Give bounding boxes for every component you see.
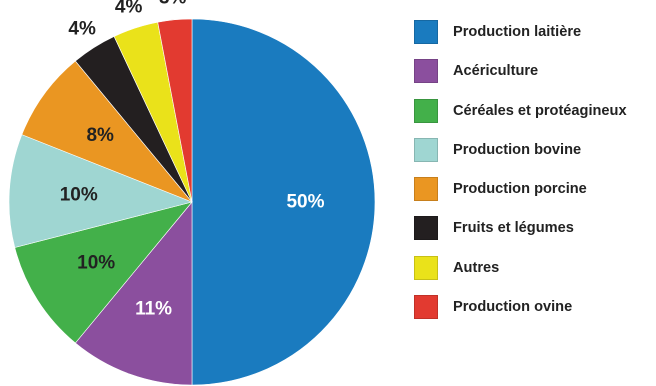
legend-label: Production laitière bbox=[453, 24, 582, 40]
legend-item-production-laitiere: Production laitière bbox=[414, 20, 654, 59]
slice-label: 3% bbox=[159, 0, 187, 8]
slice-label: 10% bbox=[60, 184, 98, 205]
legend-swatch bbox=[414, 216, 438, 241]
legend-label: Autres bbox=[453, 259, 500, 276]
legend-swatch bbox=[414, 59, 438, 84]
legend-label: Production bovine bbox=[453, 141, 582, 158]
legend-label: Production porcine bbox=[453, 181, 587, 198]
pie-slice bbox=[21, 60, 193, 203]
legend-label: Acériculture bbox=[453, 63, 539, 80]
slice-label: 10% bbox=[77, 252, 115, 273]
legend-item-production-ovine: Production ovine bbox=[414, 295, 654, 334]
pie-chart: 50% 11% 10% 10% 8% 4% 4% 3% bbox=[8, 0, 376, 386]
legend-item-cereales: Céréales et protéagineux bbox=[414, 98, 654, 138]
legend-item-autres: Autres bbox=[414, 255, 654, 295]
pie-slice bbox=[14, 201, 193, 344]
legend-item-production-porcine: Production porcine bbox=[414, 177, 654, 216]
legend-item-acericulture: Acériculture bbox=[414, 59, 654, 98]
pie-svg: 50% 11% 10% 10% 8% 4% 4% 3% bbox=[8, 0, 376, 386]
legend-swatch bbox=[414, 98, 438, 123]
legend-swatch bbox=[414, 177, 438, 202]
slice-label: 11% bbox=[135, 298, 172, 319]
pie-slice bbox=[191, 18, 376, 386]
pie-slice bbox=[74, 201, 193, 386]
slice-label: 50% bbox=[286, 192, 324, 213]
legend-label: Céréales et protéagineux bbox=[453, 102, 627, 119]
slice-label: 8% bbox=[86, 125, 114, 146]
slice-label: 4% bbox=[68, 18, 96, 39]
legend-item-fruits-legumes: Fruits et légumes bbox=[414, 216, 654, 255]
legend-swatch bbox=[414, 295, 438, 320]
legend-label: Production ovine bbox=[453, 299, 573, 316]
slice-label: 4% bbox=[115, 0, 143, 18]
pie-slice bbox=[157, 18, 193, 203]
legend-label: Fruits et légumes bbox=[453, 220, 574, 237]
pie-slice bbox=[8, 134, 193, 248]
legend-swatch bbox=[414, 137, 438, 162]
chart-legend: Production laitière Acériculture Céréale… bbox=[414, 20, 654, 334]
legend-swatch bbox=[414, 255, 438, 280]
legend-swatch bbox=[414, 20, 438, 44]
legend-item-production-bovine: Production bovine bbox=[414, 137, 654, 177]
